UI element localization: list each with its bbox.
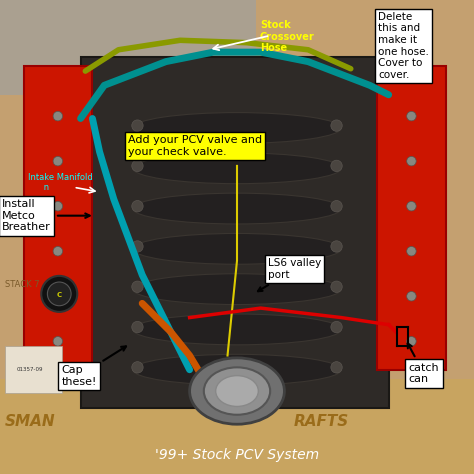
- Ellipse shape: [190, 358, 284, 424]
- Circle shape: [47, 282, 71, 306]
- Ellipse shape: [133, 274, 341, 305]
- Text: STACK 7: STACK 7: [5, 280, 39, 289]
- Text: Stock
Crossover
Hose: Stock Crossover Hose: [260, 20, 315, 53]
- Ellipse shape: [133, 355, 341, 385]
- Text: RAFTS: RAFTS: [294, 414, 349, 429]
- Bar: [5, 346, 62, 393]
- Bar: [81, 57, 389, 408]
- Circle shape: [331, 241, 342, 252]
- Bar: [24, 66, 92, 370]
- Bar: [377, 66, 446, 370]
- Text: 01357-09: 01357-09: [17, 367, 43, 372]
- Ellipse shape: [133, 113, 341, 143]
- Circle shape: [132, 241, 143, 252]
- Text: '99+ Stock PCV System: '99+ Stock PCV System: [155, 448, 319, 462]
- Circle shape: [407, 156, 416, 166]
- Circle shape: [53, 292, 63, 301]
- Text: Cap
these!: Cap these!: [62, 346, 126, 387]
- Circle shape: [331, 281, 342, 292]
- Bar: [0, 379, 474, 474]
- Ellipse shape: [133, 153, 341, 183]
- Ellipse shape: [216, 375, 258, 407]
- Text: Intake Manifold
      n: Intake Manifold n: [28, 173, 93, 192]
- Circle shape: [132, 120, 143, 131]
- Ellipse shape: [204, 367, 270, 415]
- Ellipse shape: [133, 193, 341, 224]
- Text: catch
can: catch can: [408, 343, 439, 384]
- Circle shape: [53, 337, 63, 346]
- Text: Add your PCV valve and
your check valve.: Add your PCV valve and your check valve.: [128, 135, 262, 157]
- Circle shape: [407, 292, 416, 301]
- Circle shape: [132, 201, 143, 212]
- Circle shape: [407, 111, 416, 121]
- Circle shape: [53, 156, 63, 166]
- Text: LS6 valley
port: LS6 valley port: [258, 258, 321, 291]
- Text: SMAN: SMAN: [5, 414, 55, 429]
- Circle shape: [53, 111, 63, 121]
- Circle shape: [331, 201, 342, 212]
- Ellipse shape: [133, 234, 341, 264]
- Circle shape: [132, 281, 143, 292]
- Circle shape: [53, 246, 63, 256]
- Circle shape: [331, 160, 342, 172]
- Circle shape: [331, 321, 342, 333]
- Ellipse shape: [133, 314, 341, 345]
- Circle shape: [53, 201, 63, 211]
- Circle shape: [41, 276, 77, 312]
- Circle shape: [407, 246, 416, 256]
- Circle shape: [331, 120, 342, 131]
- Circle shape: [132, 321, 143, 333]
- Text: Install
Metco
Breather: Install Metco Breather: [2, 199, 90, 232]
- Circle shape: [407, 337, 416, 346]
- Text: Delete
this and
make it
one hose.
Cover to
cover.: Delete this and make it one hose. Cover …: [378, 12, 429, 80]
- Circle shape: [331, 362, 342, 373]
- Circle shape: [132, 362, 143, 373]
- Circle shape: [132, 160, 143, 172]
- Bar: [0, 66, 85, 95]
- Text: C: C: [57, 292, 62, 298]
- Circle shape: [407, 201, 416, 211]
- Bar: [0, 0, 256, 66]
